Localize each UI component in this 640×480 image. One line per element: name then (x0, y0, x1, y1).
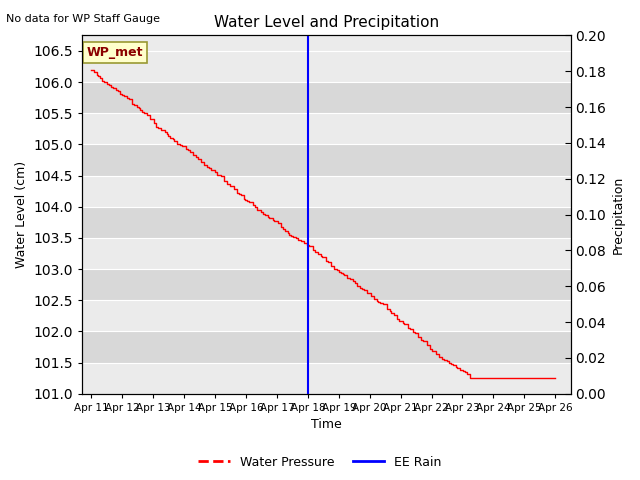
Bar (82, 238, 571, 269)
Bar (82, 207, 571, 238)
Bar (82, 51, 571, 82)
Bar (82, 332, 571, 363)
Bar (82, 113, 571, 144)
X-axis label: Time: Time (311, 419, 342, 432)
Bar (82, 176, 571, 207)
Title: Water Level and Precipitation: Water Level and Precipitation (214, 15, 439, 30)
Bar (82, 363, 571, 394)
Y-axis label: Precipitation: Precipitation (612, 176, 625, 254)
Y-axis label: Water Level (cm): Water Level (cm) (15, 161, 28, 268)
Bar (82, 144, 571, 176)
Bar (82, 82, 571, 113)
Bar (82, 269, 571, 300)
Legend: Water Pressure, EE Rain: Water Pressure, EE Rain (193, 451, 447, 474)
Text: No data for WP Staff Gauge: No data for WP Staff Gauge (6, 14, 161, 24)
Bar (82, 300, 571, 332)
Text: WP_met: WP_met (87, 46, 143, 59)
